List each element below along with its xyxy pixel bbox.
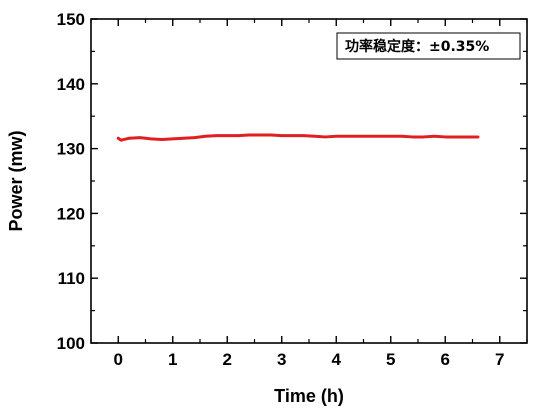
x-tick-label: 7 <box>495 350 504 369</box>
stability-annotation: 功率稳定度：±0.35% <box>345 38 489 55</box>
x-tick-label: 2 <box>223 350 232 369</box>
series-layer <box>116 133 480 142</box>
annotation-box: 功率稳定度：±0.35% <box>336 32 521 60</box>
y-tick-label: 120 <box>57 204 85 223</box>
y-axis-title: Power (mw) <box>6 130 26 231</box>
annotation-frame <box>336 32 521 60</box>
x-tick-label: 1 <box>168 350 177 369</box>
plot-area-frame <box>90 18 528 344</box>
x-tick-label: 5 <box>386 350 395 369</box>
y-tick-label: 100 <box>57 334 85 353</box>
axis-tick-labels: 0 1 2 3 4 5 6 7 100 110 120 130 140 150 <box>57 10 505 369</box>
x-tick-label: 4 <box>332 350 342 369</box>
x-tick-label: 6 <box>441 350 450 369</box>
axis-ticks <box>90 18 528 344</box>
x-tick-label: 3 <box>277 350 286 369</box>
y-tick-label: 150 <box>57 10 85 29</box>
power-series-line <box>116 133 480 142</box>
y-tick-label: 140 <box>57 75 85 94</box>
y-tick-label: 110 <box>58 269 85 288</box>
y-tick-label: 130 <box>57 140 85 159</box>
x-tick-label: 0 <box>114 350 123 369</box>
x-axis-title: Time (h) <box>274 386 344 406</box>
